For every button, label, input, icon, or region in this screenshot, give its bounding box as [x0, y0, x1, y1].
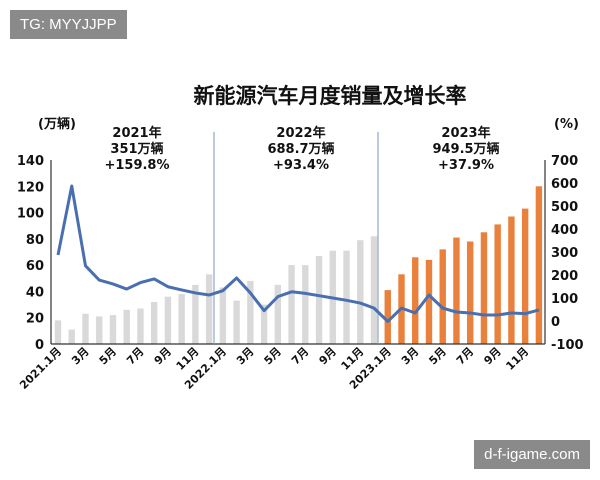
- x-tick-label: 3月: [234, 345, 256, 367]
- y-right-tick: 500: [551, 200, 578, 215]
- year-annotation: 949.5万辆: [432, 141, 499, 157]
- year-annotation: 2023年: [441, 125, 490, 141]
- sales-bar: [260, 304, 268, 344]
- sales-bar: [521, 208, 529, 344]
- sales-bar: [302, 265, 309, 344]
- y-left-tick: 0: [35, 338, 44, 353]
- sales-bar: [467, 241, 474, 344]
- sales-bar: [494, 224, 501, 344]
- y-left-tick: 80: [26, 233, 44, 248]
- y-left-tick: 140: [17, 154, 44, 169]
- year-annotation: 2022年: [276, 125, 325, 141]
- sales-bar: [508, 216, 515, 344]
- x-tick-label: 9月: [152, 345, 174, 367]
- sales-bar: [480, 232, 488, 344]
- year-annotation: +37.9%: [438, 158, 494, 173]
- sales-bar: [164, 296, 172, 344]
- year-annotation: 351万辆: [110, 141, 163, 157]
- y-left-tick: 20: [26, 312, 44, 327]
- sales-bar: [123, 309, 130, 344]
- sales-bar: [384, 290, 391, 344]
- sales-bar: [453, 237, 460, 344]
- x-tick-label: 5月: [426, 345, 448, 367]
- year-annotation: +93.4%: [273, 158, 329, 173]
- x-tick-label: 3月: [399, 345, 421, 367]
- y-right-tick: 700: [551, 154, 578, 169]
- sales-bar: [343, 250, 350, 344]
- x-tick-label: 7月: [454, 345, 476, 367]
- sales-bar: [370, 236, 378, 344]
- y-left-label: (万辆): [38, 116, 76, 132]
- sales-bar: [425, 259, 433, 344]
- y-left-tick: 60: [26, 259, 44, 274]
- x-tick-label: 9月: [481, 345, 503, 367]
- sales-bar: [82, 313, 89, 344]
- x-tick-label: 7月: [289, 345, 311, 367]
- sales-bar: [233, 300, 240, 344]
- sales-bar: [68, 329, 75, 344]
- sales-bar: [274, 284, 282, 344]
- x-tick-label: 3月: [69, 345, 91, 367]
- sales-bar: [315, 255, 323, 344]
- year-annotation: +159.8%: [104, 158, 169, 173]
- x-tick-label: 11月: [503, 345, 531, 373]
- watermark-site: d-f-igame.com: [474, 440, 590, 469]
- sales-bar: [535, 186, 543, 344]
- y-right-tick: 400: [551, 223, 578, 238]
- year-annotation: 688.7万辆: [267, 141, 334, 157]
- sales-bar: [150, 301, 158, 344]
- y-right-tick: 600: [551, 177, 578, 192]
- sales-bar: [205, 274, 213, 344]
- y-right-tick: 300: [551, 246, 578, 261]
- sales-bar: [247, 280, 254, 344]
- x-tick-label: 7月: [124, 345, 146, 367]
- y-left-tick: 120: [17, 180, 44, 195]
- sales-bar: [54, 320, 62, 344]
- sales-bar: [96, 316, 103, 344]
- growth-line: [56, 184, 540, 323]
- chart-title: 新能源汽车月度销量及增长率: [194, 84, 467, 108]
- x-tick-label: 5月: [97, 345, 119, 367]
- sales-bar: [288, 265, 295, 344]
- sales-bar: [439, 249, 446, 344]
- y-right-tick: 0: [551, 315, 560, 330]
- sales-bar: [137, 308, 144, 344]
- sales-bar: [357, 240, 364, 344]
- sales-bar: [178, 294, 185, 344]
- y-right-tick: 100: [551, 292, 578, 307]
- y-right-tick: 200: [551, 269, 578, 284]
- x-tick-label: 9月: [317, 345, 339, 367]
- sales-bar: [192, 284, 199, 344]
- sales-bar: [219, 287, 227, 344]
- watermark-top-left: TG: MYYJJPP: [10, 10, 127, 39]
- y-left-tick: 40: [26, 285, 44, 300]
- y-right-tick: -100: [551, 338, 584, 353]
- y-left-tick: 100: [17, 207, 44, 222]
- year-annotation: 2021年: [112, 125, 161, 141]
- sales-bar: [412, 257, 419, 344]
- x-tick-label: 5月: [262, 345, 284, 367]
- sales-bar: [109, 315, 117, 344]
- y-right-label: (%): [554, 117, 579, 132]
